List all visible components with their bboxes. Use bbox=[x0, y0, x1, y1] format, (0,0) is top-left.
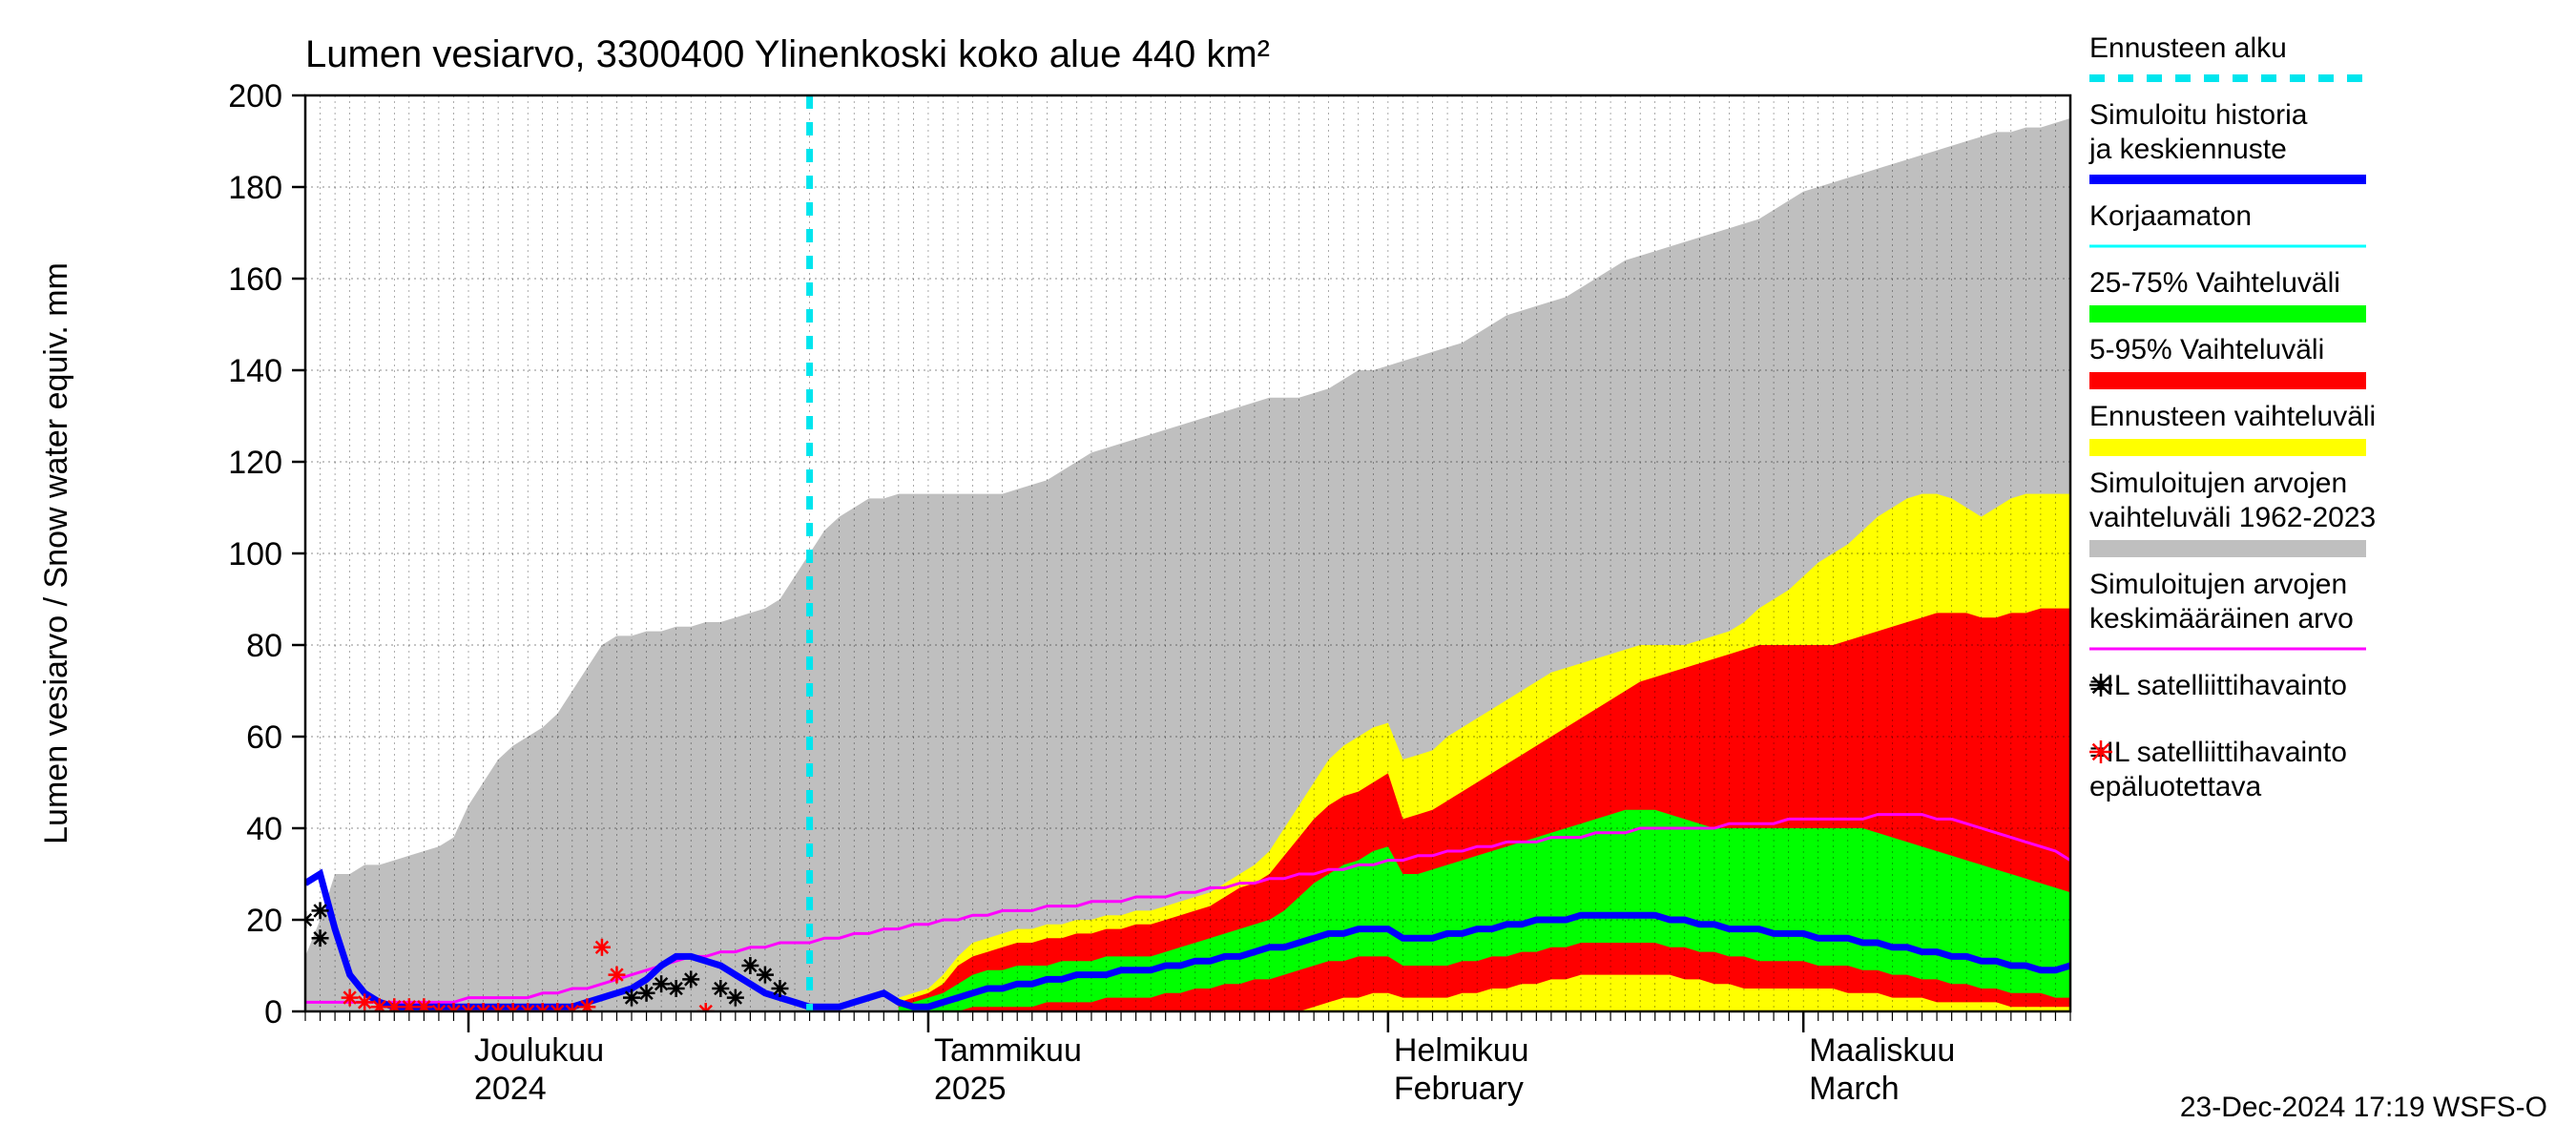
legend-label: Korjaamaton bbox=[2089, 200, 2252, 232]
svg-text:March: March bbox=[1809, 1071, 1899, 1107]
svg-text:Tammikuu: Tammikuu bbox=[934, 1032, 1082, 1069]
legend-label: Ennusteen vaihteluväli bbox=[2089, 401, 2376, 432]
svg-text:0: 0 bbox=[264, 994, 282, 1030]
svg-text:Joulukuu: Joulukuu bbox=[474, 1032, 604, 1069]
svg-text:140: 140 bbox=[228, 353, 282, 389]
svg-text:Lumen vesiarvo, 3300400 Ylinen: Lumen vesiarvo, 3300400 Ylinenkoski koko… bbox=[305, 33, 1270, 75]
chart-svg: 0 20 40 60 80 100 120 140 160 180 200 Joulukuu2024 T… bbox=[0, 0, 2576, 1145]
svg-text:Lumen vesiarvo / Snow water eq: Lumen vesiarvo / Snow water equiv. mm bbox=[38, 262, 74, 844]
svg-text:40: 40 bbox=[246, 811, 282, 847]
svg-text:20: 20 bbox=[246, 903, 282, 939]
legend-label: ja keskiennuste bbox=[2088, 134, 2287, 165]
legend-label: vaihteluväli 1962-2023 bbox=[2089, 502, 2376, 533]
legend-label: Simuloitujen arvojen bbox=[2089, 468, 2347, 499]
svg-text:2024: 2024 bbox=[474, 1071, 547, 1107]
legend-label: 5-95% Vaihteluväli bbox=[2089, 334, 2324, 365]
legend-label: Ennusteen alku bbox=[2089, 32, 2287, 64]
svg-text:200: 200 bbox=[228, 78, 282, 114]
svg-text:2025: 2025 bbox=[934, 1071, 1007, 1107]
svg-text:160: 160 bbox=[228, 261, 282, 298]
legend-label: keskimääräinen arvo bbox=[2089, 603, 2354, 635]
svg-text:60: 60 bbox=[246, 719, 282, 756]
svg-text:180: 180 bbox=[228, 170, 282, 206]
svg-text:80: 80 bbox=[246, 628, 282, 664]
legend-label: =IL satelliittihavainto bbox=[2089, 737, 2347, 768]
legend-label: Simuloitujen arvojen bbox=[2089, 569, 2347, 600]
svg-text:23-Dec-2024 17:19 WSFS-O: 23-Dec-2024 17:19 WSFS-O bbox=[2180, 1092, 2547, 1123]
svg-text:100: 100 bbox=[228, 536, 282, 572]
svg-text:February: February bbox=[1394, 1071, 1524, 1107]
legend-label: 25-75% Vaihteluväli bbox=[2089, 267, 2340, 299]
svg-text:120: 120 bbox=[228, 445, 282, 481]
legend-label: epäluotettava bbox=[2089, 771, 2261, 802]
svg-text:Helmikuu: Helmikuu bbox=[1394, 1032, 1529, 1069]
legend-label: =IL satelliittihavainto bbox=[2089, 670, 2347, 701]
chart-container: 0 20 40 60 80 100 120 140 160 180 200 Joulukuu2024 T… bbox=[0, 0, 2576, 1145]
legend-label: Simuloitu historia bbox=[2089, 99, 2308, 131]
svg-text:Maaliskuu: Maaliskuu bbox=[1809, 1032, 1955, 1069]
